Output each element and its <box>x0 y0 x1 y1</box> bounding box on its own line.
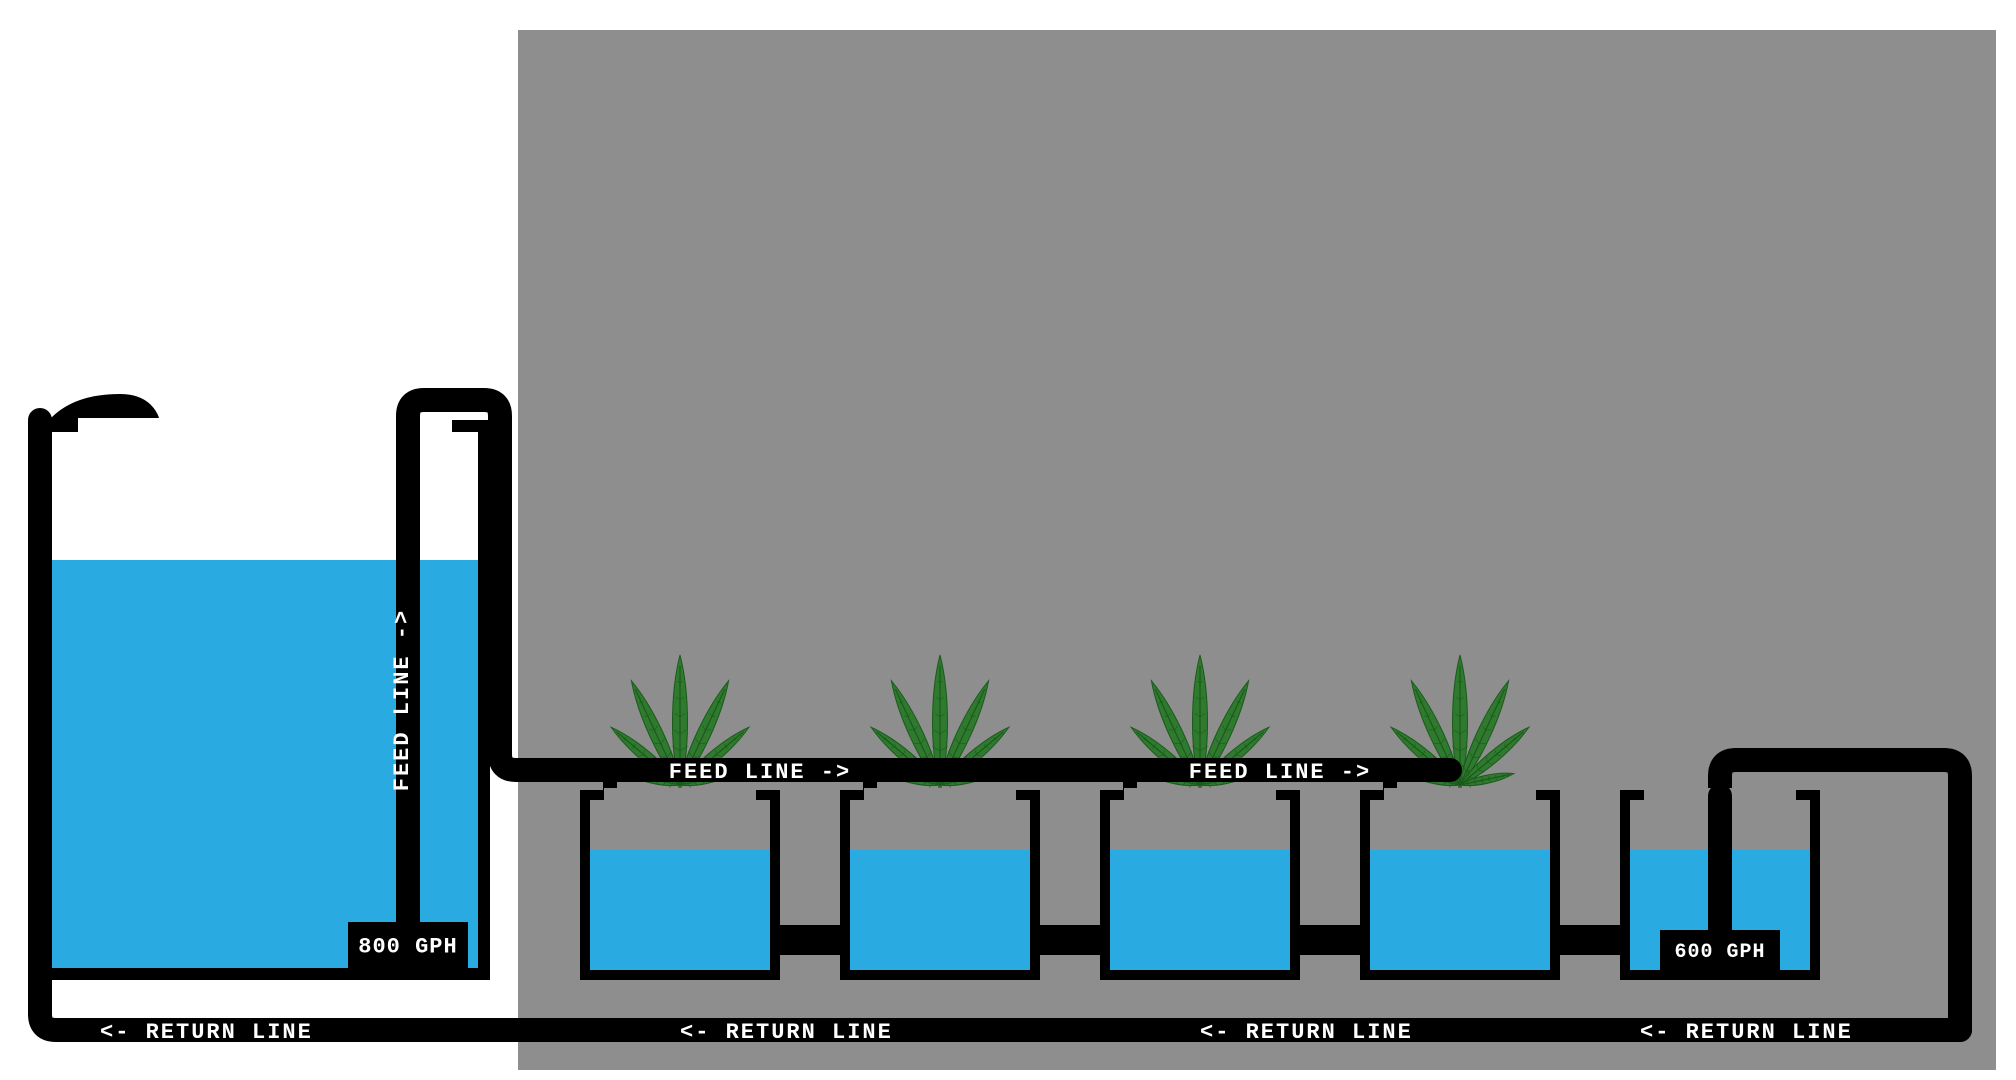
return-line-label: <- RETURN LINE <box>1200 1020 1413 1045</box>
feed-line-label: FEED LINE -> <box>1189 760 1371 785</box>
feed-line-label: FEED LINE -> <box>669 760 851 785</box>
bucket-water <box>590 850 770 970</box>
main-pump-label: 800 GPH <box>358 935 457 960</box>
feed-line-vertical-label: FEED LINE -> <box>390 609 415 791</box>
return-pump-label: 600 GPH <box>1674 941 1765 964</box>
hydroponics-diagram: 800 GPH FEED LINE -> FEED LINE -> FEED LINE… <box>0 0 2016 1080</box>
return-line-label: <- RETURN LINE <box>1640 1020 1853 1045</box>
return-line-label: <- RETURN LINE <box>100 1020 313 1045</box>
bucket-water <box>1370 850 1550 970</box>
return-line-label: <- RETURN LINE <box>680 1020 893 1045</box>
bucket-water <box>850 850 1030 970</box>
bucket-water <box>1110 850 1290 970</box>
